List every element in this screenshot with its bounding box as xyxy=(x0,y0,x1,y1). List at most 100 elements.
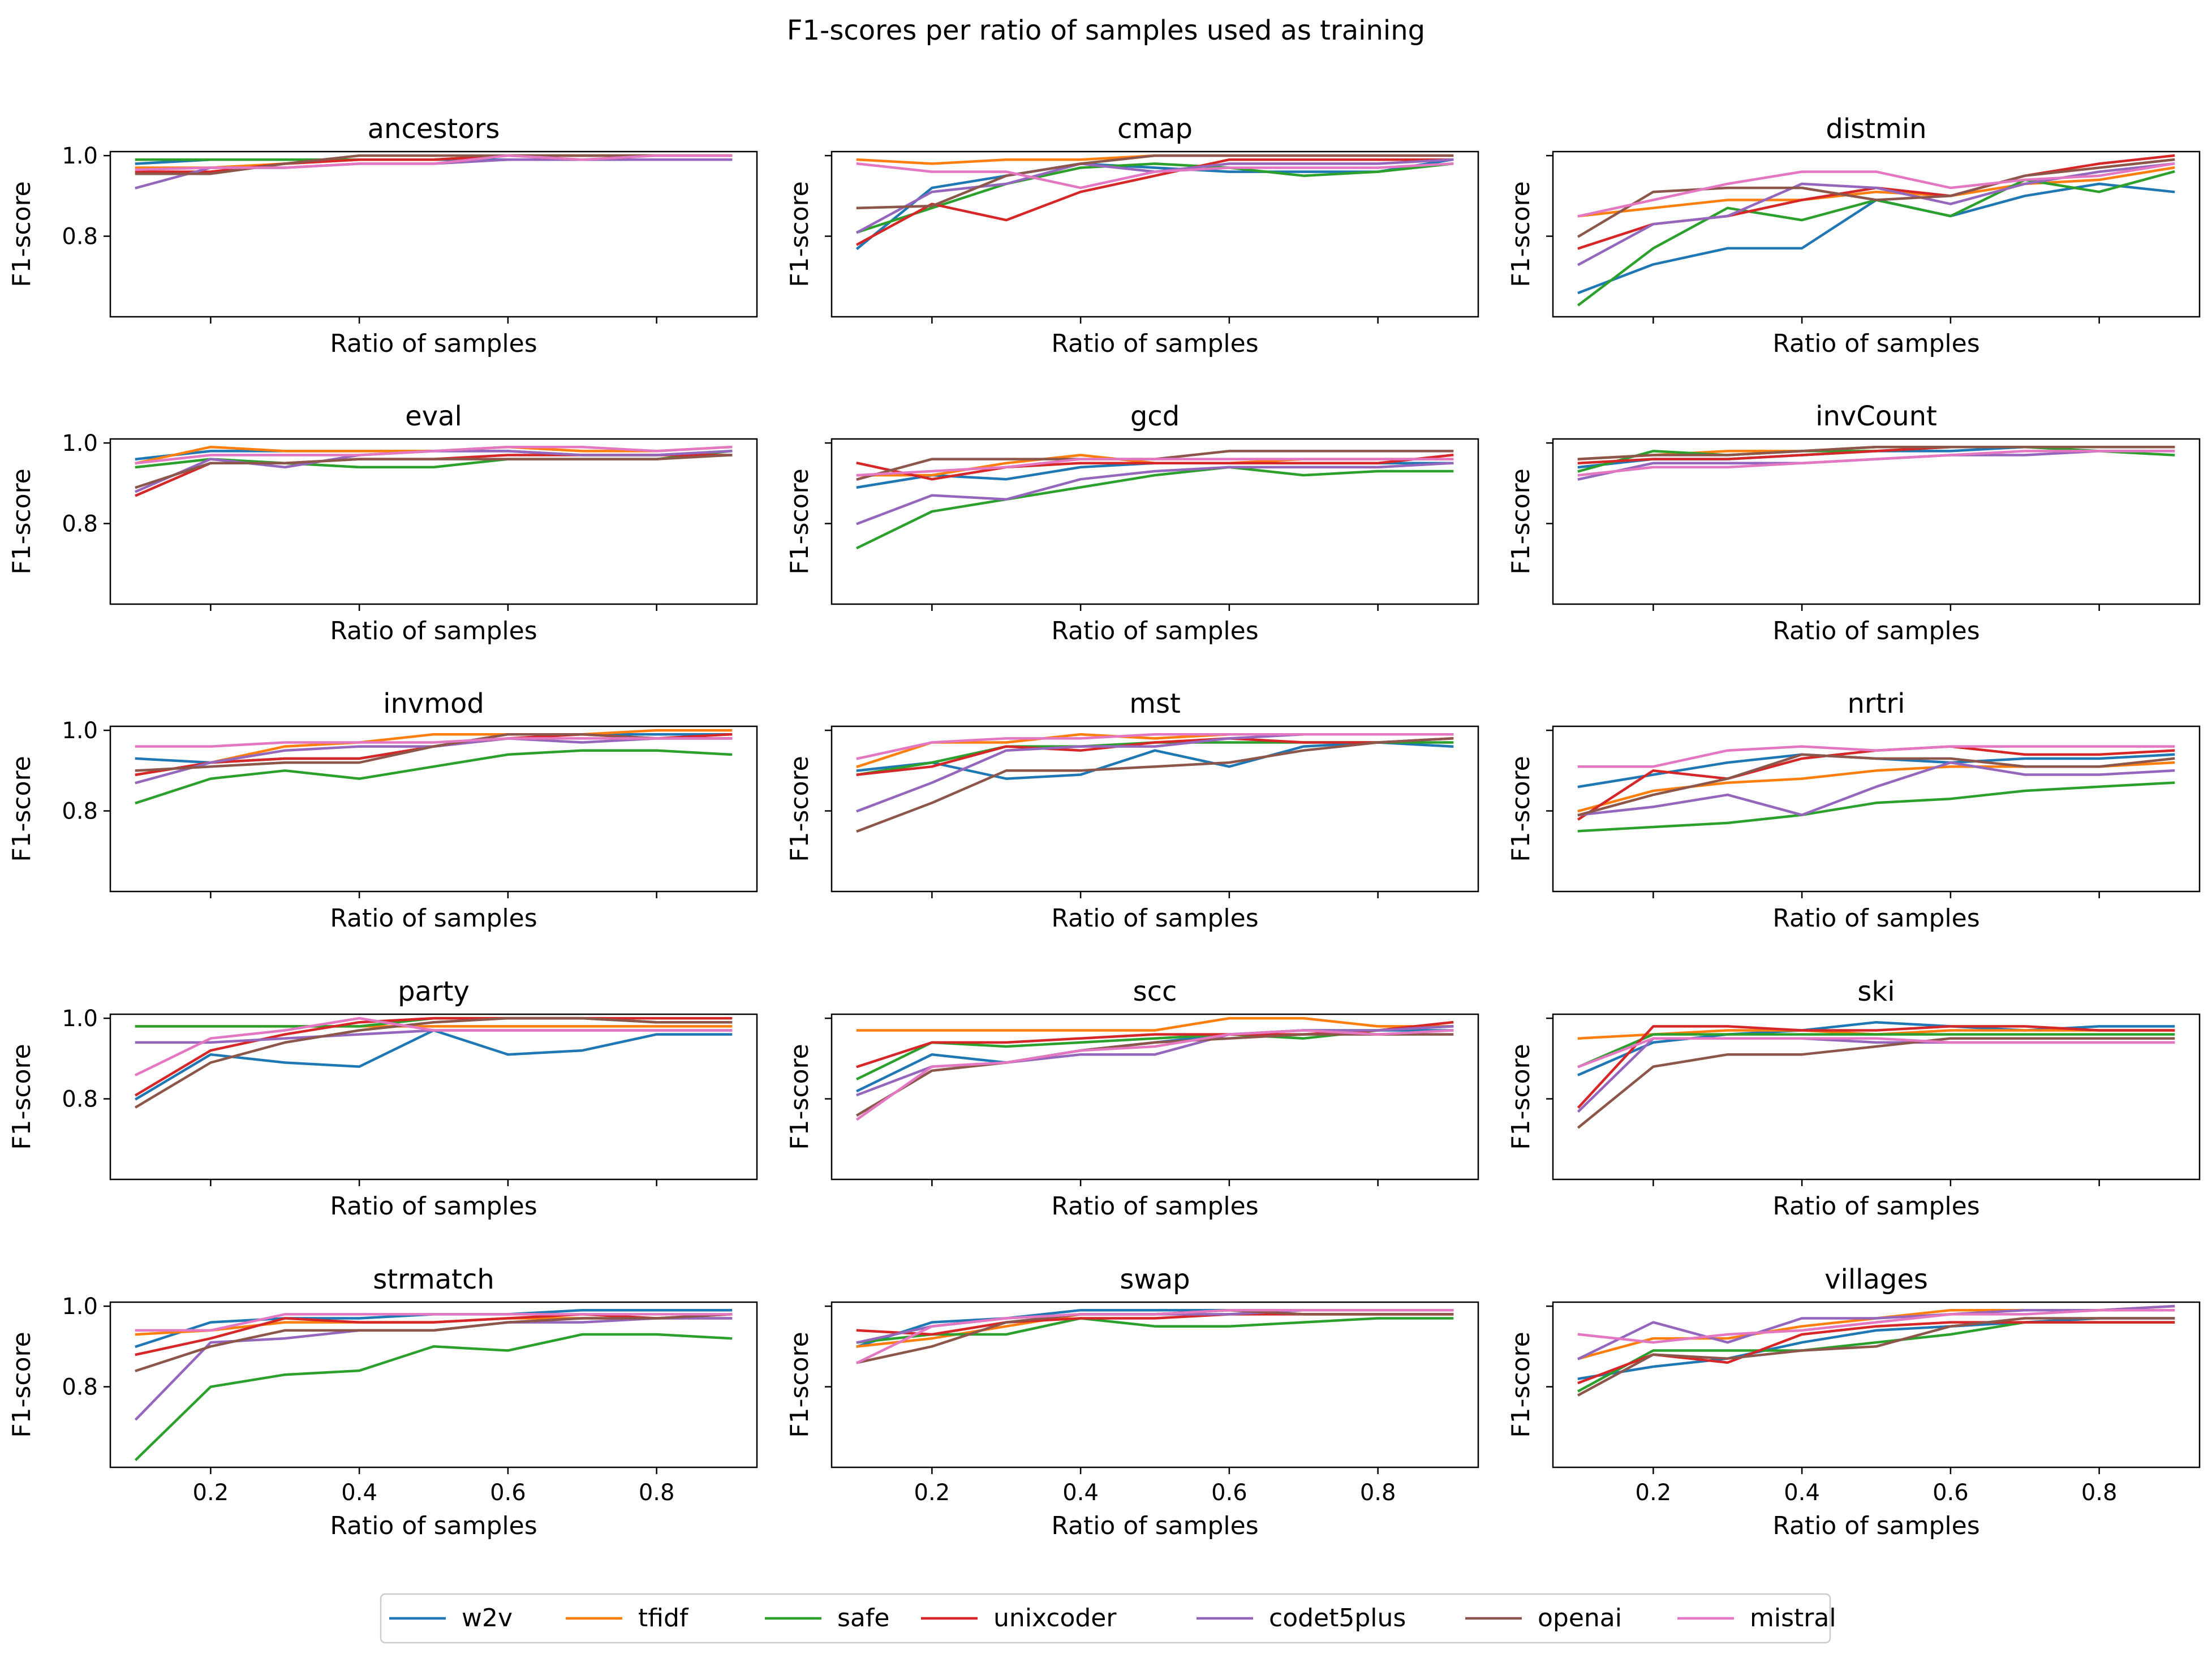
x-axis-label: Ratio of samples xyxy=(1772,904,1979,933)
chart-panel-villages: villages 0.2 0.4 0.6 0.8 Ratio of samples F1-s… xyxy=(1507,1264,2201,1540)
y-axis-label: F1-score xyxy=(7,1044,36,1149)
legend: w2v tfidf safe unixcoder codet5plus openai mis… xyxy=(380,1593,1836,1644)
x-axis-label: Ratio of samples xyxy=(330,617,537,645)
plot-frame xyxy=(109,438,758,605)
x-tick-label: 0.6 xyxy=(490,1480,526,1506)
chart-panel-invmod: invmod Ratio of samples 0.8 1.0 F1-score xyxy=(7,688,758,933)
y-tick-label: 0.8 xyxy=(62,1375,98,1401)
series-group xyxy=(1577,1020,2175,1129)
chart-panel-eval: eval Ratio of samples 0.8 1.0 F1-score xyxy=(7,400,758,645)
y-tick-label: 1.0 xyxy=(62,718,98,744)
legend-label-mistral: mistral xyxy=(1750,1604,1836,1633)
series-line-mistral xyxy=(135,154,733,171)
y-axis-label: F1-score xyxy=(7,181,36,287)
series-line-mistral xyxy=(1577,1308,2175,1344)
x-axis-label: Ratio of samples xyxy=(1051,329,1258,358)
legend-item-w2v: w2v xyxy=(389,1604,513,1633)
x-tick-label: 0.6 xyxy=(1211,1480,1247,1506)
legend-label-openai: openai xyxy=(1538,1604,1622,1633)
plot-frame xyxy=(1552,438,2201,605)
x-tick-label: 0.4 xyxy=(341,1480,377,1506)
series-line-openai xyxy=(856,154,1454,210)
chart-panel-cmap: cmap Ratio of samples F1-score xyxy=(785,113,1479,358)
series-group xyxy=(135,729,733,805)
x-tick-label: 0.8 xyxy=(639,1480,675,1506)
y-axis-label: F1-score xyxy=(7,1332,36,1437)
y-axis-label: F1-score xyxy=(785,1332,814,1437)
series-line-mistral xyxy=(135,1313,733,1332)
plot-frame xyxy=(109,1301,758,1468)
series-line-openai xyxy=(135,454,733,489)
y-axis-label: F1-score xyxy=(785,1044,814,1149)
x-tick-label: 0.4 xyxy=(1062,1480,1099,1506)
series-line-safe xyxy=(1577,1033,2175,1069)
series-line-safe xyxy=(855,466,1454,550)
series-line-unixcoder xyxy=(855,158,1454,246)
panel-title: strmatch xyxy=(373,1264,494,1295)
series-group xyxy=(855,1308,1454,1364)
legend-label-tfidf: tfidf xyxy=(638,1604,689,1633)
series-line-w2v xyxy=(1577,1020,2175,1076)
plot-frame xyxy=(109,1013,758,1181)
series-group xyxy=(855,1016,1454,1121)
x-axis-label: Ratio of samples xyxy=(1772,329,1979,358)
chart-panel-swap: swap 0.2 0.4 0.6 0.8 Ratio of samples F1-score xyxy=(785,1264,1479,1540)
y-tick-label: 1.0 xyxy=(62,1006,98,1032)
y-tick-label: 0.8 xyxy=(62,511,98,537)
panel-title: party xyxy=(398,976,470,1007)
x-axis-label: Ratio of samples xyxy=(330,329,537,358)
series-line-codet5plus xyxy=(1577,162,2175,266)
panel-title: eval xyxy=(405,400,462,432)
series-line-tfidf xyxy=(135,729,733,777)
panel-title: villages xyxy=(1824,1264,1928,1295)
panel-title: mst xyxy=(1129,688,1181,720)
chart-panel-mst: mst Ratio of samples F1-score xyxy=(785,688,1479,933)
series-line-openai xyxy=(135,733,733,772)
chart-panel-distmin: distmin Ratio of samples F1-score xyxy=(1507,113,2201,358)
series-line-mistral xyxy=(1577,1037,2175,1069)
series-line-tfidf xyxy=(856,1016,1454,1032)
legend-item-mistral: mistral xyxy=(1677,1604,1836,1633)
panel-title: ski xyxy=(1857,976,1895,1007)
series-line-tfidf xyxy=(1577,166,2175,218)
chart-panel-ski: ski Ratio of samples F1-score xyxy=(1507,976,2201,1221)
y-tick-label: 0.8 xyxy=(62,1087,98,1113)
y-tick-label: 0.8 xyxy=(62,799,98,825)
plot-frame xyxy=(830,1301,1479,1468)
y-axis-label: F1-score xyxy=(7,468,36,574)
series-line-openai xyxy=(1577,753,2175,817)
series-line-unixcoder xyxy=(856,1020,1454,1069)
chart-panel-gcd: gcd Ratio of samples F1-score xyxy=(785,400,1479,645)
series-line-openai xyxy=(1577,158,2175,238)
y-tick-label: 1.0 xyxy=(62,1294,98,1320)
panel-title: invCount xyxy=(1815,400,1937,432)
x-axis-label: Ratio of samples xyxy=(1051,1511,1258,1540)
series-line-safe xyxy=(134,1333,733,1461)
plot-frame xyxy=(830,725,1479,893)
legend-box xyxy=(380,1593,1831,1644)
series-line-mistral xyxy=(1577,162,2175,218)
series-line-openai xyxy=(134,1016,733,1109)
y-axis-label: F1-score xyxy=(785,468,814,574)
series-line-w2v xyxy=(855,158,1454,251)
series-line-openai xyxy=(1577,1317,2175,1397)
panel-title: ancestors xyxy=(368,113,500,145)
panel-title: invmod xyxy=(383,688,484,720)
y-axis-label: F1-score xyxy=(785,181,814,287)
series-group xyxy=(855,154,1454,251)
plot-frame xyxy=(1552,725,2201,893)
series-line-openai xyxy=(856,737,1454,833)
chart-panel-strmatch: strmatch 0.2 0.4 0.6 0.8 Ratio of samples 0.8 1… xyxy=(7,1264,758,1540)
chart-panel-scc: scc Ratio of samples F1-score xyxy=(785,976,1479,1221)
y-axis-label: F1-score xyxy=(7,756,36,862)
panel-title: cmap xyxy=(1117,113,1193,145)
series-line-mistral xyxy=(855,1029,1454,1121)
plot-frame xyxy=(109,725,758,893)
series-line-mistral xyxy=(856,733,1454,760)
chart-panel-ancestors: ancestors Ratio of samples 0.8 1.0 F1-score xyxy=(7,113,758,358)
x-axis-label: Ratio of samples xyxy=(330,1511,537,1540)
series-line-mistral xyxy=(135,737,733,748)
